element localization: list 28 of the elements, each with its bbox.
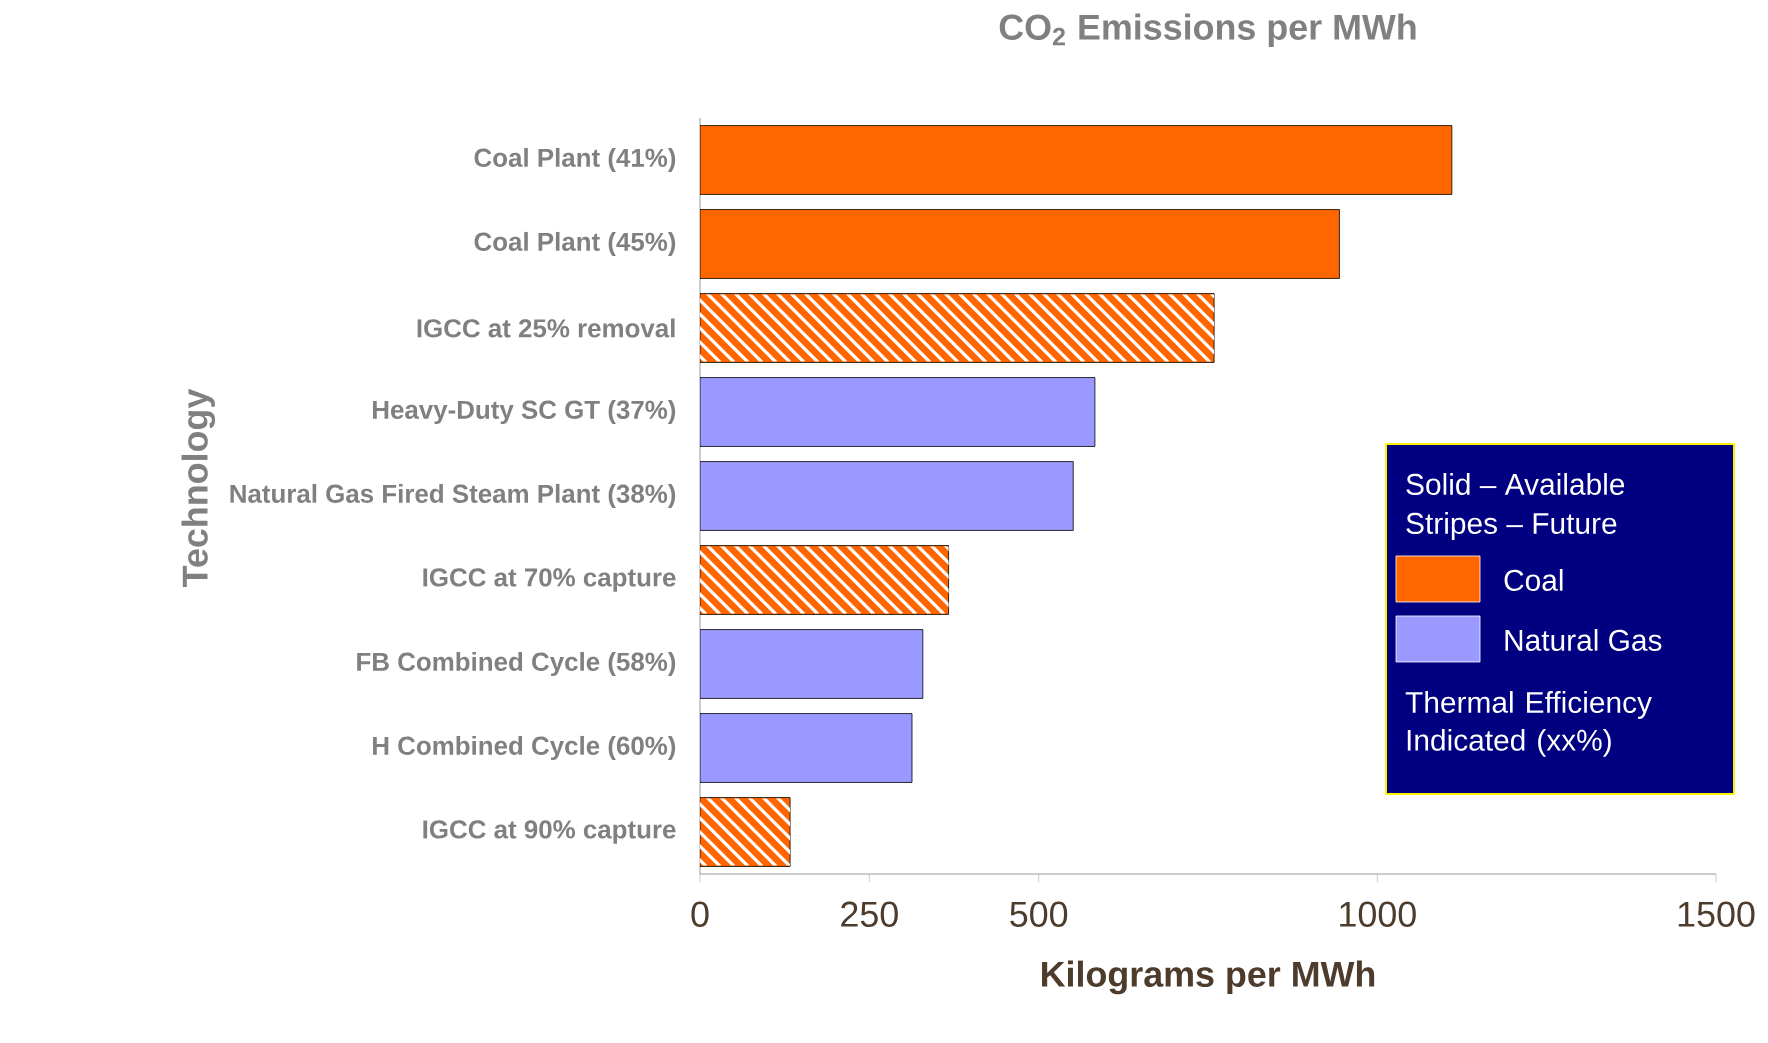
y-tick-label: Natural Gas Fired Steam Plant (38%) — [230, 483, 676, 509]
bar — [700, 461, 1074, 531]
chart-title: CO$_{2}$ Emissions per MWh — [999, 13, 1416, 48]
bar — [700, 125, 1453, 195]
x-tick-label: 1000 — [1340, 901, 1416, 927]
y-tick-label: Heavy-Duty SC GT (37%) — [373, 399, 676, 425]
bar — [700, 209, 1340, 279]
y-tick-label: IGCC at 25% removal — [417, 318, 675, 338]
x-axis-title: Kilograms per MWh — [1042, 960, 1375, 995]
annotation: Thermal Efficiency Indicated (xx%) — [1405, 691, 1652, 757]
bar — [700, 713, 913, 783]
x-tick-label: 1500 — [1678, 901, 1755, 927]
x-tick-label: 0 — [691, 901, 709, 927]
annotation: Solid – Available — [1406, 473, 1625, 495]
y-tick-label: IGCC at 90% capture — [423, 820, 676, 844]
y-tick-label: FB Combined Cycle (58%) — [357, 651, 676, 677]
y-tick-label: Coal Plant (41%) — [474, 147, 676, 173]
x-tick-label: 500 — [1010, 901, 1068, 927]
y-tick-label: IGCC at 70% capture — [423, 568, 676, 592]
y-axis-title: Technology — [181, 388, 216, 587]
legend-label: Coal — [1504, 569, 1563, 591]
annotation: Stripes – Future — [1406, 512, 1617, 540]
legend-label: Natural Gas — [1505, 629, 1662, 651]
y-tick-label: H Combined Cycle (60%) — [373, 735, 676, 761]
y-tick-label: Coal Plant (45%) — [474, 231, 676, 257]
x-tick-label: 250 — [841, 901, 898, 927]
bar — [700, 377, 1096, 447]
bar — [700, 629, 924, 699]
